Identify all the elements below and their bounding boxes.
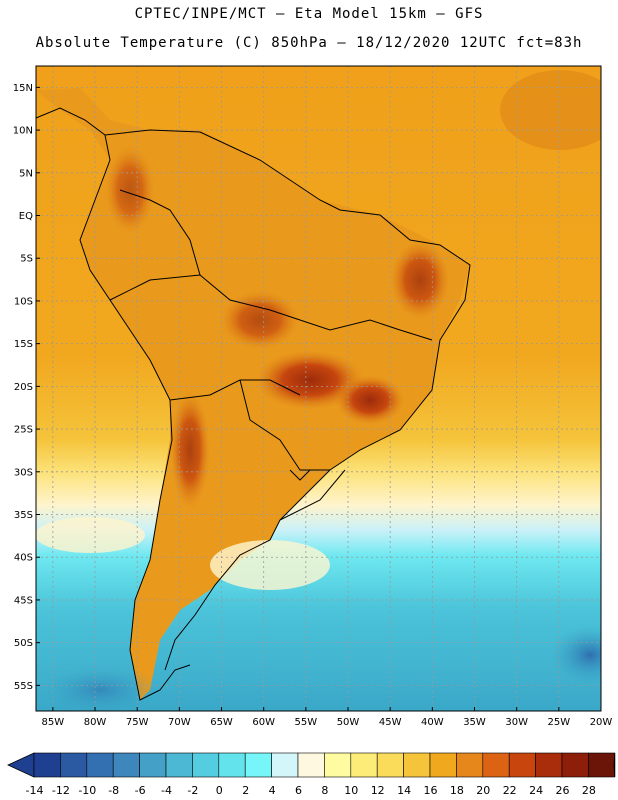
lon-label: 25W [548, 717, 571, 728]
colorbar-swatch [376, 752, 404, 778]
lat-label: 35S [14, 510, 33, 521]
lat-label: 15N [13, 83, 33, 94]
lat-label: EQ [19, 211, 33, 222]
lat-label: 25S [14, 425, 33, 436]
lon-label: 50W [337, 717, 360, 728]
lon-label: 45W [379, 717, 402, 728]
lon-label: 20W [590, 717, 613, 728]
lat-label: 15S [14, 339, 33, 350]
lon-label: 30W [505, 717, 528, 728]
colorbar-label: 2 [242, 784, 249, 797]
colorbar-label: 26 [556, 784, 570, 797]
colorbar-label: 28 [582, 784, 596, 797]
colorbar-label: 18 [450, 784, 464, 797]
map-gridlines [36, 66, 602, 711]
colorbar-swatch [218, 752, 246, 778]
lon-label: 40W [421, 717, 444, 728]
colorbar-label: 0 [216, 784, 223, 797]
temperature-field [36, 66, 601, 711]
colorbar-swatch [165, 752, 193, 778]
lon-label: 65W [210, 717, 233, 728]
lon-label: 70W [168, 717, 191, 728]
lat-label: 5N [19, 168, 33, 179]
colorbar-label: 4 [269, 784, 276, 797]
colorbar-swatch [561, 752, 589, 778]
lat-label: 20S [14, 382, 33, 393]
colorbar-label: 16 [424, 784, 438, 797]
colorbar-label: -14 [26, 784, 44, 797]
lat-label: 5S [20, 254, 33, 265]
lon-label: 75W [126, 717, 149, 728]
colorbar-label: -10 [78, 784, 96, 797]
map-title-line2: Absolute Temperature (C) 850hPa – 18/12/… [35, 35, 583, 51]
colorbar-swatch [482, 752, 510, 778]
lon-label: 80W [84, 717, 107, 728]
colorbar-label: 22 [503, 784, 517, 797]
lat-label: 45S [14, 595, 33, 606]
colorbar-label: 12 [371, 784, 385, 797]
map-frame [35, 65, 602, 712]
colorbar-label: -12 [52, 784, 70, 797]
colorbar-swatch [60, 752, 88, 778]
lon-label: 55W [295, 717, 318, 728]
colorbar-label: -6 [135, 784, 146, 797]
colorbar-swatch [508, 752, 536, 778]
lat-label: 55S [14, 681, 33, 692]
lat-label: 10S [14, 296, 33, 307]
colorbar-label: -8 [108, 784, 119, 797]
lat-label: 10N [13, 126, 33, 137]
colorbar-label: 20 [476, 784, 490, 797]
colorbar-label: 8 [321, 784, 328, 797]
colorbar-label: 24 [529, 784, 543, 797]
map-title-line1: CPTEC/INPE/MCT – Eta Model 15km – GFS [134, 6, 484, 22]
colorbar-swatch [456, 752, 484, 778]
colorbar-label: 14 [397, 784, 411, 797]
colorbar-swatch [192, 752, 220, 778]
lat-label: 30S [14, 467, 33, 478]
colorbar-swatch [271, 752, 299, 778]
colorbar-swatch [588, 752, 616, 778]
lon-label: 60W [252, 717, 275, 728]
colorbar-label: 10 [344, 784, 358, 797]
colorbar [7, 752, 616, 778]
lon-label: 35W [463, 717, 486, 728]
colorbar-right-arrow [613, 752, 616, 778]
colorbar-swatch [139, 752, 167, 778]
colorbar-label: -4 [161, 784, 172, 797]
colorbar-label: 6 [295, 784, 302, 797]
colorbar-swatch [33, 752, 61, 778]
lat-label: 50S [14, 638, 33, 649]
colorbar-swatch [350, 752, 378, 778]
colorbar-swatch [324, 752, 352, 778]
colorbar-label: -2 [187, 784, 198, 797]
colorbar-swatch [112, 752, 140, 778]
lon-label: 85W [42, 717, 65, 728]
colorbar-swatch [244, 752, 272, 778]
colorbar-swatch [535, 752, 563, 778]
colorbar-swatch [86, 752, 114, 778]
colorbar-labels: -14 -12 -10 -8 -6 -4 -2 0 2 4 6 8 10 12 14 16 18 20 22 24 26… [26, 784, 596, 797]
colorbar-swatch [297, 752, 325, 778]
country-borders [35, 107, 471, 701]
latitude-labels: 15N 10N 5N EQ 5S 10S 15S 20S 25S 30S 35S 40S 45S 50S 5… [13, 83, 40, 692]
colorbar-left-arrow [7, 752, 35, 778]
lat-label: 40S [14, 553, 33, 564]
colorbar-swatch [403, 752, 431, 778]
longitude-labels: 85W 80W 75W 70W 65W 60W 55W 50W 45W 40W 35W 30W 25W 2… [42, 707, 613, 728]
colorbar-swatch [429, 752, 457, 778]
